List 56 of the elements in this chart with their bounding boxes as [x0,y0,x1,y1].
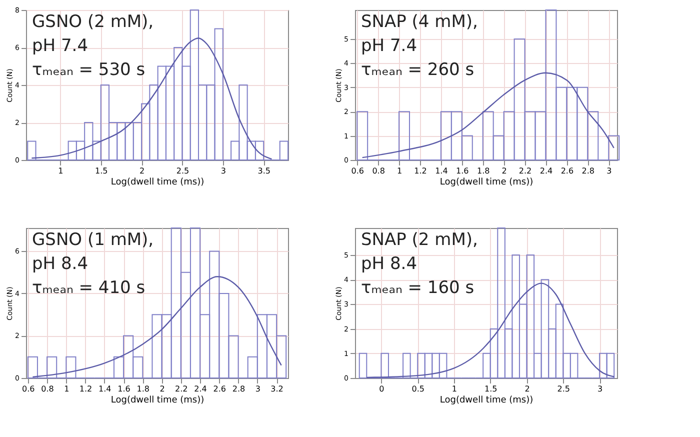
x-tick-label: 1.2 [79,384,92,394]
x-tick-label: 0.6 [22,384,35,394]
x-tick-label: 1.5 [94,166,108,176]
x-tick-label: 1 [452,384,458,394]
annotation: pH 7.4 [361,36,418,56]
annotation: τₘₑₐₙ = 160 s [361,278,474,298]
annotation: SNAP (4 mM), [361,12,478,32]
x-tick-label: 2.5 [557,384,570,394]
x-tick-label: 1.5 [484,384,498,394]
x-tick-label: 0.8 [372,166,385,176]
x-axis-title: Log(dwell time (ms)) [440,396,534,406]
x-tick-label: 0.5 [412,384,424,394]
x-tick-label: 2 [524,384,530,394]
annotation: pH 8.4 [32,254,88,274]
x-tick-label: 1.6 [456,166,469,176]
x-tick-label: 3 [597,384,603,394]
annotation: GSNO (2 mM), [32,12,154,32]
x-tick-label: 1.6 [118,384,130,394]
x-tick-label: 0.6 [351,166,364,176]
x-tick-label: 2 [502,166,507,176]
x-tick-label: 2 [160,384,165,394]
annotation: pH 8.4 [361,254,418,274]
annotation: τₘₑₐₙ = 410 s [32,278,146,298]
x-tick-label: 2.5 [176,166,190,176]
x-tick-label: 1.8 [476,166,490,176]
x-tick-label: 1.4 [98,384,112,394]
x-tick-label: 2.8 [582,166,595,176]
x-tick-label: 0.8 [41,384,54,394]
annotation: pH 7.4 [32,36,88,56]
x-tick-label: 1.4 [435,166,448,176]
x-tick-label: 1 [396,166,402,176]
x-tick-label: 3 [606,166,612,176]
x-tick-label: 2.8 [232,384,246,394]
x-tick-label: 3.5 [258,166,270,176]
x-axis-title: Log(dwell time (ms)) [440,178,534,188]
x-tick-label: 1.2 [414,166,427,176]
x-tick-label: 2.6 [213,384,226,394]
x-tick-label: 0 [379,384,384,394]
x-tick-label: 2.4 [540,166,553,176]
annotation: τₘₑₐₙ = 260 s [361,60,474,80]
annotation: GSNO (1 mM), [32,230,154,250]
x-tick-label: 1 [64,384,70,394]
x-tick-label: 3.2 [270,384,284,394]
x-tick-label: 3 [255,384,260,394]
x-tick-label: 2.4 [194,384,207,394]
x-tick-label: 2.2 [518,166,532,176]
x-tick-label: 2.6 [560,166,574,176]
x-tick-label: 2 [139,166,145,176]
x-axis-title: Log(dwell time (ms)) [110,396,204,406]
x-tick-label: 1 [58,166,64,176]
annotation: SNAP (2 mM), [361,230,478,250]
annotation: τₘₑₐₙ = 530 s [32,60,146,80]
x-tick-label: 2.2 [175,384,188,394]
x-axis-title: Log(dwell time (ms)) [110,178,204,188]
x-tick-label: 3 [220,166,226,176]
x-tick-label: 1.8 [136,384,150,394]
